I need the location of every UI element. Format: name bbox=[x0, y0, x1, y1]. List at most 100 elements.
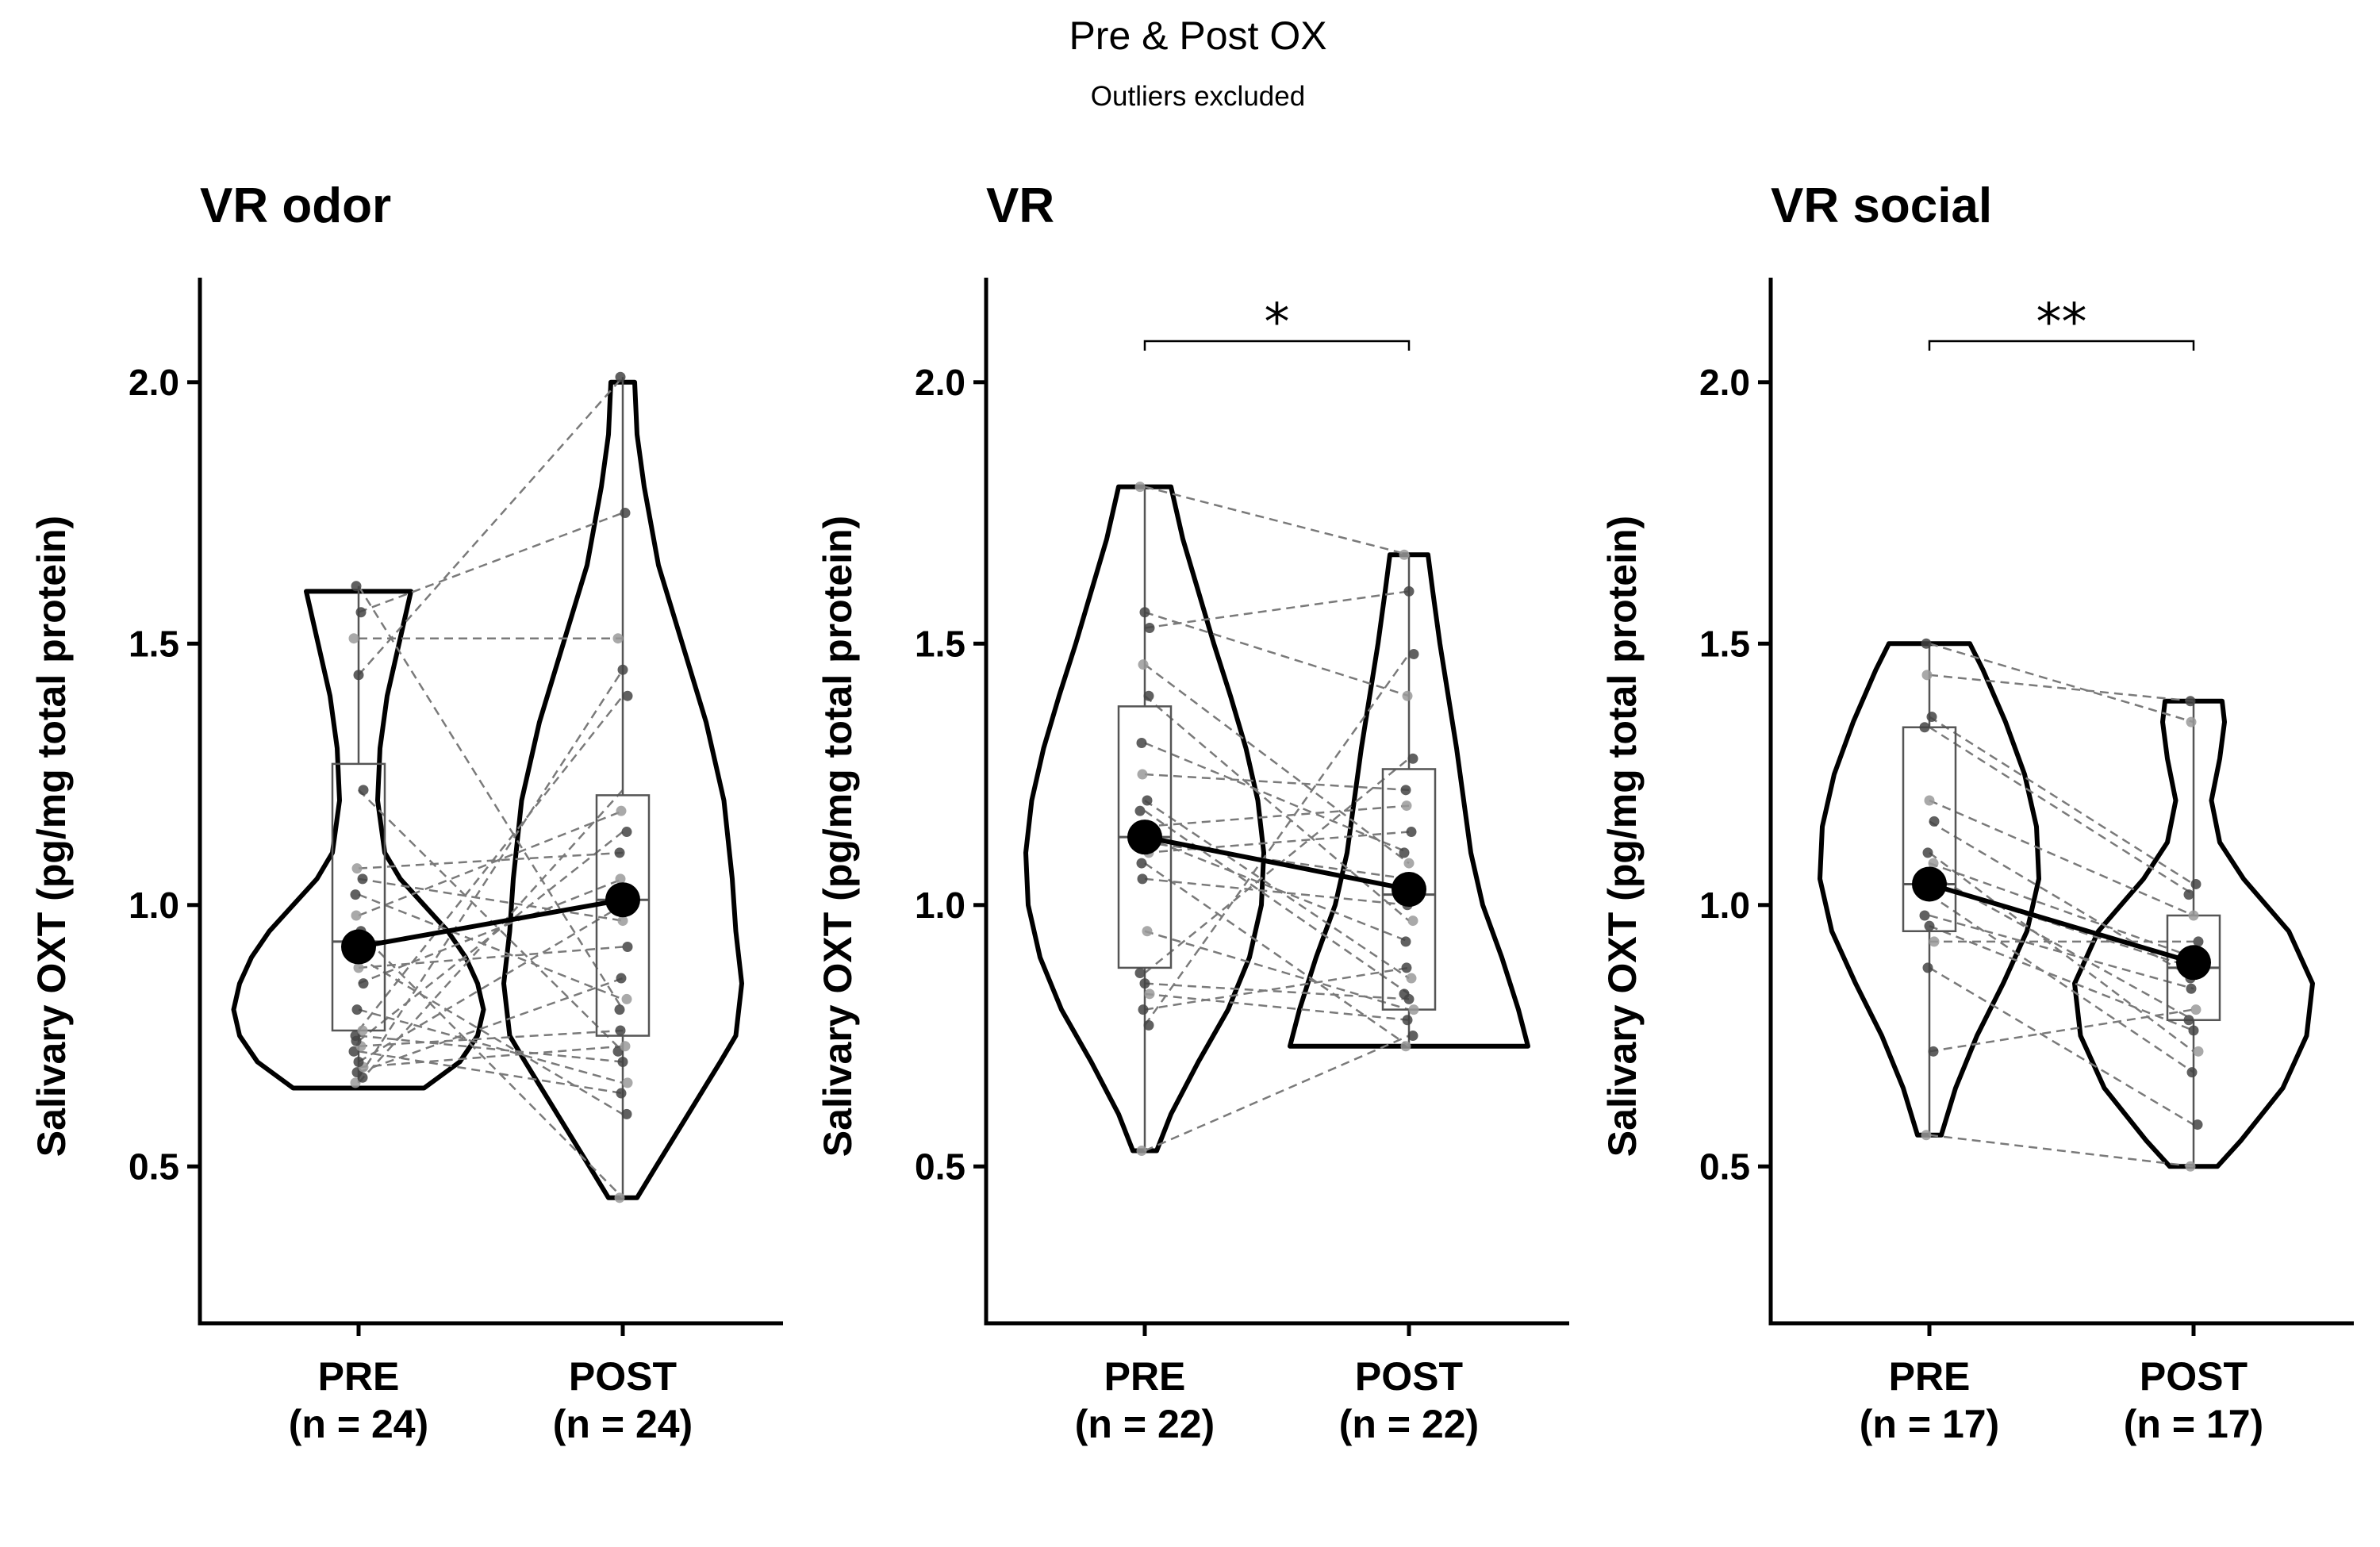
paired-line bbox=[1144, 611, 1410, 697]
data-point-post bbox=[622, 942, 633, 953]
data-point-pre bbox=[1929, 936, 1940, 947]
paired-line bbox=[1144, 486, 1410, 556]
paired-line bbox=[1144, 758, 1410, 974]
paired-line bbox=[358, 893, 624, 1000]
data-point-post bbox=[1407, 916, 1418, 927]
y-tick-label: 1.0 bbox=[1699, 885, 1750, 926]
y-axis-label: Salivary OXT (pg/mg total protein) bbox=[29, 516, 74, 1157]
data-point-post bbox=[615, 1025, 626, 1036]
data-point-post bbox=[2188, 910, 2199, 921]
paired-line bbox=[1144, 773, 1410, 792]
data-point-post bbox=[2188, 1025, 2199, 1036]
data-point-pre bbox=[1926, 712, 1937, 723]
data-point-post bbox=[2190, 878, 2202, 889]
data-point-pre bbox=[350, 1077, 361, 1088]
significance-bracket bbox=[1143, 340, 1411, 351]
significance-label: * bbox=[1265, 294, 1290, 352]
data-point-pre bbox=[355, 607, 367, 618]
paired-line bbox=[358, 851, 624, 869]
x-tick-label: POST bbox=[1355, 1354, 1463, 1399]
data-point-post bbox=[1406, 973, 1417, 984]
data-point-post bbox=[616, 805, 627, 816]
data-point-post bbox=[2186, 716, 2197, 727]
data-point-pre bbox=[353, 670, 364, 681]
x-tick-label: PRE bbox=[1889, 1354, 1971, 1399]
data-point-post bbox=[2193, 936, 2204, 947]
violin-post bbox=[501, 379, 744, 1200]
y-tick-label: 0.5 bbox=[915, 1146, 965, 1187]
paired-line bbox=[1929, 893, 2194, 1073]
data-point-post bbox=[614, 1004, 625, 1015]
paired-line bbox=[1929, 726, 2194, 896]
mean-point-pre bbox=[341, 929, 376, 965]
paired-line bbox=[358, 512, 624, 613]
data-point-pre bbox=[1137, 873, 1148, 885]
paired-line bbox=[1143, 653, 1411, 1027]
data-point-post bbox=[615, 873, 626, 885]
paired-line bbox=[1144, 663, 1410, 865]
paired-line bbox=[1929, 924, 2194, 1032]
data-point-post bbox=[1403, 858, 1415, 869]
x-tick-label: POST bbox=[569, 1354, 677, 1399]
data-point-pre bbox=[348, 633, 359, 644]
data-point-post bbox=[617, 916, 628, 927]
data-point-pre bbox=[1136, 858, 1147, 869]
y-tick-label: 2.0 bbox=[129, 362, 179, 403]
data-point-pre bbox=[1134, 482, 1146, 493]
paired-line bbox=[1144, 862, 1410, 1047]
paired-line bbox=[1929, 851, 2194, 1053]
figure-title: Pre & Post OX bbox=[1069, 13, 1326, 58]
paired-line bbox=[358, 1035, 624, 1063]
panel-1: VR odor 0.5 1.0 1.5 2.0 Salivary OXT (pg/mg t… bbox=[29, 178, 783, 1446]
data-point-post bbox=[615, 371, 626, 382]
data-point-pre bbox=[1134, 967, 1146, 978]
paired-line bbox=[358, 1008, 624, 1084]
paired-line bbox=[1144, 831, 1410, 854]
paired-line bbox=[358, 977, 624, 1073]
data-point-pre bbox=[1921, 1130, 1932, 1141]
mean-point-post bbox=[2176, 945, 2211, 981]
paired-line bbox=[358, 946, 624, 969]
data-point-pre bbox=[1143, 690, 1154, 701]
data-point-pre bbox=[1921, 670, 1933, 681]
x-tick-label: POST bbox=[2140, 1354, 2248, 1399]
violin-post bbox=[1288, 552, 1530, 1049]
data-point-post bbox=[620, 1041, 631, 1052]
significance-label: ** bbox=[2036, 294, 2087, 352]
data-point-post bbox=[1400, 1041, 1411, 1052]
mean-line bbox=[358, 897, 624, 950]
data-point-post bbox=[1401, 800, 1412, 812]
data-point-pre bbox=[1144, 623, 1155, 634]
data-point-pre bbox=[350, 1031, 361, 1042]
paired-line bbox=[358, 810, 624, 917]
paired-line bbox=[358, 877, 624, 922]
paired-line bbox=[1929, 643, 2194, 724]
data-point-pre bbox=[1924, 795, 1935, 806]
paired-line bbox=[1929, 966, 2194, 1126]
data-point-post bbox=[1399, 847, 1410, 858]
x-sample-size-label: (n = 24) bbox=[289, 1402, 428, 1446]
panel-title: VR social bbox=[1771, 178, 1992, 233]
paired-line bbox=[1929, 1134, 2194, 1168]
data-point-pre bbox=[1134, 805, 1146, 816]
data-point-post bbox=[621, 993, 632, 1004]
mean-point-post bbox=[605, 882, 640, 918]
paired-line bbox=[1144, 877, 1410, 907]
data-point-pre bbox=[1138, 1004, 1149, 1015]
violin-pre bbox=[1023, 484, 1266, 1154]
mean-point-pre bbox=[1127, 820, 1162, 855]
paired-line bbox=[358, 956, 624, 1115]
data-point-pre bbox=[351, 581, 362, 592]
data-point-post bbox=[612, 1046, 624, 1057]
data-point-pre bbox=[1928, 1046, 1939, 1057]
paired-line bbox=[1144, 799, 1410, 980]
data-point-post bbox=[1402, 1015, 1413, 1026]
data-point-post bbox=[1399, 988, 1410, 1000]
y-axis-label: Salivary OXT (pg/mg total protein) bbox=[816, 516, 860, 1157]
mean-line bbox=[1144, 835, 1410, 892]
data-point-pre bbox=[358, 978, 369, 989]
data-point-post bbox=[1400, 936, 1411, 947]
data-point-pre bbox=[353, 962, 364, 973]
paired-line bbox=[1144, 810, 1410, 995]
